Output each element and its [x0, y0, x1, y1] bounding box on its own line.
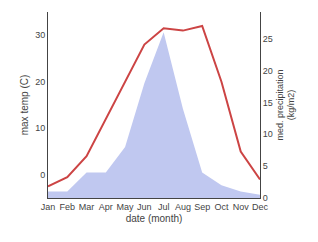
svg-text:Nov: Nov: [233, 202, 250, 212]
svg-text:20: 20: [35, 77, 45, 87]
svg-text:Sep: Sep: [194, 202, 210, 212]
svg-text:Feb: Feb: [60, 202, 76, 212]
svg-text:25: 25: [263, 34, 273, 44]
svg-text:date (month): date (month): [126, 213, 183, 224]
svg-text:max temp (C): max temp (C): [19, 75, 30, 136]
svg-text:May: May: [117, 202, 135, 212]
svg-text:30: 30: [35, 30, 45, 40]
svg-text:10: 10: [35, 123, 45, 133]
svg-text:Jul: Jul: [158, 202, 170, 212]
svg-text:0: 0: [40, 170, 45, 180]
svg-text:20: 20: [263, 66, 273, 76]
svg-text:Mar: Mar: [79, 202, 95, 212]
svg-text:Aug: Aug: [175, 202, 191, 212]
svg-text:Jun: Jun: [137, 202, 152, 212]
svg-text:Oct: Oct: [214, 202, 229, 212]
svg-text:med. precipitation(kg/m2): med. precipitation(kg/m2): [275, 69, 297, 140]
svg-text:Apr: Apr: [99, 202, 113, 212]
svg-text:15: 15: [263, 98, 273, 108]
svg-text:Jan: Jan: [41, 202, 56, 212]
svg-text:0: 0: [263, 193, 268, 203]
svg-text:5: 5: [263, 161, 268, 171]
svg-text:10: 10: [263, 129, 273, 139]
svg-text:Dec: Dec: [252, 202, 269, 212]
